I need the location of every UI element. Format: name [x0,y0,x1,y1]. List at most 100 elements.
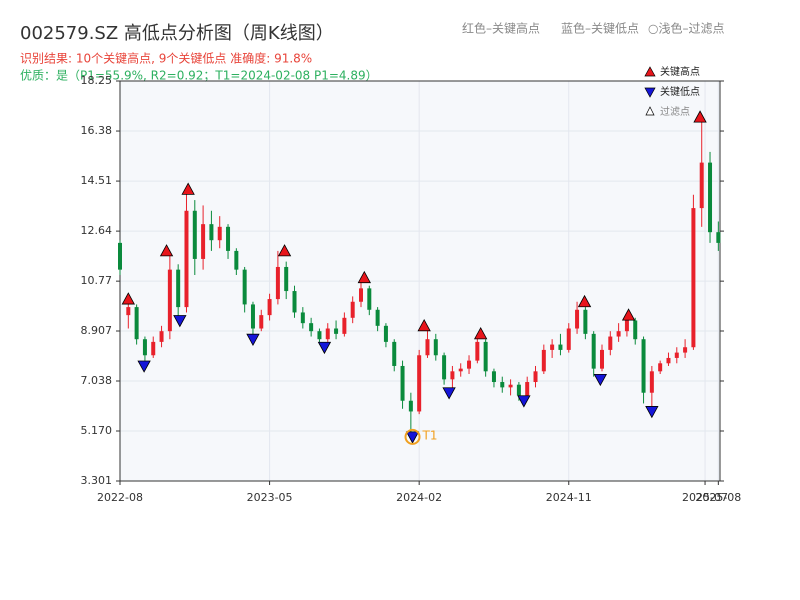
candle-body [126,307,131,316]
candle-body [142,339,147,356]
candle-body [467,360,472,369]
annotation-circle [404,428,421,445]
candle-body [508,384,513,388]
candle-body [608,336,613,350]
candle-body [616,331,621,337]
candle-body [334,328,339,334]
candle-body [309,323,314,332]
high-marker [417,318,431,332]
candle-body [450,371,455,380]
candle-body [292,291,297,313]
low-marker [645,406,659,419]
candle-body [217,226,222,241]
candle-body [425,339,430,356]
legend-low [644,87,656,98]
candle-body [583,309,588,334]
annotation-label: T1 [422,428,438,442]
candle-body [358,288,363,302]
y-tick-label: 12.64 [81,224,113,237]
x-tick-label: 2024-11 [546,491,592,504]
candle-body [516,384,521,396]
candle-body [458,368,463,372]
y-tick-label: 14.51 [81,174,113,187]
high-marker [277,244,292,257]
candle-body [192,210,197,259]
candle-body [683,347,688,353]
low-marker [317,341,332,355]
x-tick-label: 2022-08 [97,491,143,504]
candle-body [483,341,488,372]
candle-body [533,371,538,383]
candle-body [550,344,555,350]
low-marker [405,431,420,444]
candle-body [226,226,231,251]
x-tick-label: 2025-07 [682,491,728,504]
candle-body [500,382,505,388]
candle-body [400,365,405,401]
candle-body [491,371,496,383]
legend-label: 关键低点 [660,85,700,98]
candle-body [599,349,604,369]
candle-body [716,232,721,243]
subtitle: 优质：是（P1=55.9%, R2=0.92；T1=2024-02-08 P1=… [20,69,378,83]
candle-body [666,357,671,364]
high-marker [121,292,135,305]
candle-body [649,371,654,393]
subtitle: 识别结果: 10个关键高点, 9个关键低点 准确度: 91.8% [20,51,312,66]
x-tick-label: 2023-05 [247,491,293,504]
low-marker [517,395,531,408]
high-marker [473,327,488,340]
candle-body [442,355,447,380]
y-tick-label: 3.301 [81,474,113,487]
legend-high [644,66,656,77]
candle-body [242,269,247,305]
low-marker [442,387,456,400]
high-marker [357,270,371,284]
candle-body [541,349,546,372]
low-marker [137,360,151,373]
candle-body [234,250,239,270]
header-legend: ○浅色–过滤点 [648,22,724,36]
candle-body [267,299,272,316]
candle-body [184,210,189,308]
candle-body [176,269,181,308]
header-legend: 蓝色–关键低点 [561,22,639,36]
candle-body [383,325,388,342]
candle-body [658,363,663,372]
y-tick-label: 5.170 [81,424,113,437]
candle-body [674,352,679,358]
candle-body [392,341,397,366]
candle-body [525,382,530,396]
low-marker [593,373,608,387]
legend-filtered [645,106,655,116]
high-marker [181,182,195,195]
candle-body [284,266,289,292]
x-tick-label: 2025-08 [695,491,741,504]
low-marker [173,315,187,328]
candle-body [633,320,638,340]
header-legend: 红色–关键高点 [462,21,540,36]
candle-body [575,309,580,329]
y-tick-label: 16.38 [81,124,113,137]
high-marker [621,308,636,321]
high-marker [577,294,592,308]
candle-body [201,224,206,259]
candle-body [641,339,646,393]
candle-body [159,331,164,342]
low-marker [246,333,260,347]
y-tick-label: 8.907 [81,324,113,337]
candle-body [259,315,264,329]
candle-body [375,309,380,326]
candle-body [417,355,422,412]
candle-body [342,317,347,334]
legend-label: 过滤点 [660,105,690,118]
candle-body [118,242,122,270]
candle-body [317,331,322,340]
x-tick-label: 2024-02 [396,491,442,504]
candle-body [699,162,704,209]
y-tick-label: 7.038 [81,374,113,387]
candle-body [708,162,713,233]
candle-body [300,312,305,324]
candle-body [408,400,413,412]
candle-body [591,333,596,369]
